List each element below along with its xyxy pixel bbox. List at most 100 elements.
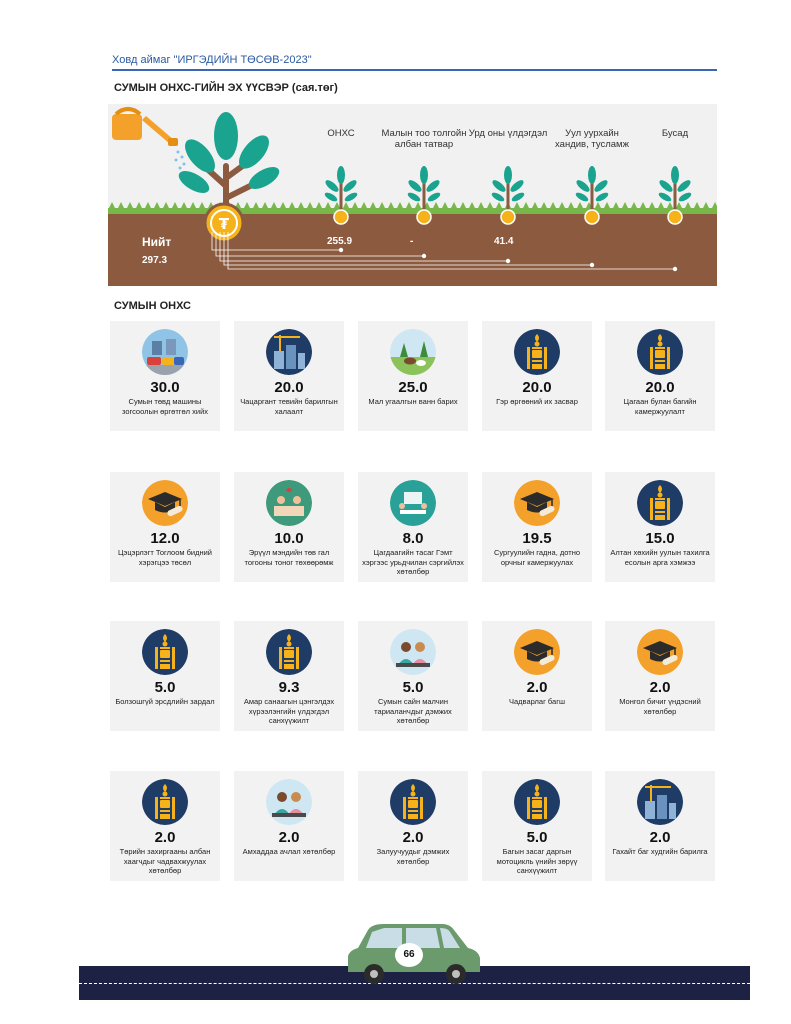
- grass-tip: [360, 202, 368, 210]
- grass-tip: [162, 202, 170, 210]
- project-card: 12.0 Цэцэрлэгт Тоглоом бидний хэрэгцээ тө…: [110, 472, 220, 582]
- project-label: Багын засаг даргын мотоцикль үнийн зөрүү…: [496, 847, 578, 875]
- header-title: Ховд аймаг "ИРГЭДИЙН ТӨСӨВ-2023": [112, 54, 312, 66]
- project-value: 2.0: [402, 829, 424, 846]
- grass-tip: [666, 202, 674, 210]
- grass-tip: [387, 202, 395, 210]
- projects-section-title: СУМЫН ОНХС: [114, 300, 191, 312]
- project-label: Цагаан булан багийн камержуулалт: [623, 397, 697, 416]
- project-value: 30.0: [150, 379, 180, 396]
- soyombo-icon: [266, 629, 312, 675]
- source-label: Малын тоо толгойн албан татвар: [381, 128, 467, 150]
- grass-tip: [243, 202, 251, 210]
- grass-tip: [135, 202, 143, 210]
- grass-tip: [468, 202, 476, 210]
- connector-line: [219, 232, 508, 262]
- grass-tip: [252, 202, 260, 210]
- project-label: Төрийн захиргааны албан хаагчдыг чадвахж…: [119, 847, 211, 875]
- grass-tip: [612, 202, 620, 210]
- graduation-cap-icon: [514, 629, 560, 675]
- grass-tip: [477, 202, 485, 210]
- grass-tip: [513, 202, 521, 210]
- graduation-cap-icon: [637, 629, 683, 675]
- sources-section-title: СУМЫН ОНХС-ГИЙН ЭХ ҮҮСВЭР (сая.төг): [114, 82, 338, 94]
- grass-tip: [540, 202, 548, 210]
- construction-icon: [266, 329, 312, 375]
- connector-dot: [589, 262, 595, 268]
- grass-tip: [549, 202, 557, 210]
- grass-tip: [108, 202, 116, 210]
- project-value: 19.5: [522, 530, 552, 547]
- project-card: 19.5 Сургуулийн гадна, дотно орчныг камер…: [482, 472, 592, 582]
- project-card: 30.0 Сумын төвд машины зогсоолын өргөтгөл…: [110, 321, 220, 431]
- grass-tip: [405, 202, 413, 210]
- grass-tip: [351, 202, 359, 210]
- grass-tip: [198, 202, 206, 210]
- sprout-icon: [491, 166, 525, 225]
- project-label: Сургуулийн гадна, дотно орчныг камержуул…: [493, 548, 581, 567]
- grass-tip: [603, 202, 611, 210]
- project-value: 20.0: [522, 379, 552, 396]
- project-card: 2.0 Чадварлаг багш: [482, 621, 592, 731]
- grass-tip: [270, 202, 278, 210]
- connector-line: [227, 232, 675, 270]
- grass-tip: [648, 202, 656, 210]
- project-label: Болзошгүй эрсдлийн зардал: [115, 697, 215, 706]
- grass-tip: [171, 202, 179, 210]
- grass-tip: [126, 202, 134, 210]
- grass-tip: [495, 202, 503, 210]
- source-value: 255.9: [327, 236, 353, 247]
- grass-tip: [567, 202, 575, 210]
- grass-tip: [693, 202, 701, 210]
- project-label: Цэцэрлэгт Тоглоом бидний хэрэгцээ төсөл: [117, 548, 213, 567]
- source-value: 41.4: [494, 236, 514, 247]
- source-label: Уул уурхайн хандив, тусламж: [555, 128, 629, 150]
- project-label: Монгол бичиг үндэсний хөтөлбөр: [619, 697, 701, 716]
- grass-tip: [459, 202, 467, 210]
- project-card: 2.0 Гахайт баг худгийн барилга: [605, 771, 715, 881]
- sprout-icon: [407, 166, 441, 225]
- source-label: Урд оны үлдэгдэл: [468, 128, 548, 139]
- grass-tip: [675, 202, 683, 210]
- project-value: 9.3: [278, 679, 300, 696]
- project-value: 15.0: [645, 530, 675, 547]
- project-value: 2.0: [649, 679, 671, 696]
- grass-tip: [423, 202, 431, 210]
- project-label: Чацаргант тевийн барилгын халаалт: [240, 397, 338, 416]
- graduation-cap-icon: [142, 480, 188, 526]
- grass-tip: [369, 202, 377, 210]
- project-value: 2.0: [278, 829, 300, 846]
- grass-tip: [324, 202, 332, 210]
- soyombo-icon: [514, 779, 560, 825]
- svg-text:₮: ₮: [219, 215, 230, 233]
- grass-tip: [522, 202, 530, 210]
- grass-tip: [189, 202, 197, 210]
- project-label: Залуучуудыг дэмжих хөтөлбөр: [376, 847, 450, 866]
- project-label: Гахайт баг худгийн барилга: [612, 847, 708, 856]
- banner-grass: [108, 208, 717, 218]
- project-value: 8.0: [402, 530, 424, 547]
- soyombo-icon: [514, 329, 560, 375]
- grass-tip: [630, 202, 638, 210]
- project-value: 2.0: [526, 679, 548, 696]
- soyombo-icon: [637, 329, 683, 375]
- sprout-icon: [575, 166, 609, 225]
- soyombo-icon: [390, 779, 436, 825]
- source-label: ОНХС: [327, 128, 355, 139]
- project-value: 2.0: [154, 829, 176, 846]
- project-label: Алтан хөхийн уулын тахилга есолын арга х…: [610, 548, 710, 567]
- money-tree-icon: ₮: [178, 112, 280, 244]
- total-value: 297.3: [142, 255, 168, 266]
- project-card: 20.0 Цагаан булан багийн камержуулалт: [605, 321, 715, 431]
- people-icon: [390, 629, 436, 675]
- project-card: 5.0 Багын засаг даргын мотоцикль үнийн зө…: [482, 771, 592, 881]
- project-value: 5.0: [154, 679, 176, 696]
- watering-can-icon: [112, 107, 186, 170]
- project-label: Сумын сайн малчин тариаланчдыг дэмжих хө…: [374, 697, 452, 725]
- grass-tip: [207, 202, 215, 210]
- grass-tip: [684, 202, 692, 210]
- grass-tip: [657, 202, 665, 210]
- project-card: 9.3 Амар санаагын цэнгэлдэх хүрээлэнгийн …: [234, 621, 344, 731]
- connector-dot: [421, 253, 427, 259]
- grass-tip: [315, 202, 323, 210]
